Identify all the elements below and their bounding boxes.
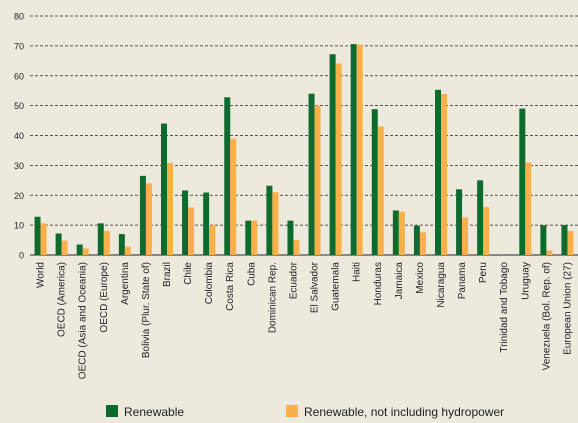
bar-renewable-no-hydro [356,44,363,256]
x-tick-label: World [36,262,47,288]
x-tick-label: Jamaica [394,262,405,300]
x-tick-label: Haiti [352,262,363,282]
bar-renewable [203,192,210,255]
bar-renewable-no-hydro [398,211,405,255]
x-tick-label: Colombia [204,262,215,305]
legend-label-renewable-no-hydro: Renewable, not including hydropower [304,405,504,419]
x-tick-label: Dominican Rep. [267,262,278,333]
legend-swatch-renewable-no-hydro [286,405,298,417]
bar-renewable-no-hydro [124,246,131,255]
bar-renewable-no-hydro [335,63,342,255]
bar-renewable-no-hydro [462,217,469,255]
x-tick-label: Cuba [246,262,257,286]
bar-renewable-no-hydro [314,105,321,255]
y-tick-label: 0 [19,251,24,261]
bar-renewable-no-hydro [293,240,300,255]
bar-renewable-no-hydro [40,223,47,255]
bar-renewable-no-hydro [441,93,447,255]
legend: Renewable Renewable, not including hydro… [106,405,504,419]
bar-renewable-no-hydro [377,126,384,255]
bar-renewable-no-hydro [230,138,237,255]
x-tick-label: OECD (Europe) [99,262,110,333]
bar-renewable-no-hydro [251,220,258,255]
bar-renewable [76,244,83,255]
bar-renewable-no-hydro [145,183,152,255]
bar-renewable [266,185,273,255]
x-tick-label: Ecuador [288,261,299,299]
y-tick-label: 40 [14,131,24,141]
bar-renewable [139,175,146,255]
x-axis: World OECD (America) OECD (Asia and Oceani… [36,261,574,379]
bar-renewable [224,97,231,255]
x-tick-label: Mexico [415,262,426,294]
x-tick-label: Peru [478,262,489,283]
bar-renewable [477,180,484,255]
bar-renewable [519,108,526,255]
bar-renewable-no-hydro [419,232,426,255]
bar-renewable [413,225,420,255]
bar-renewable [350,44,357,255]
bar-renewable [55,233,62,255]
x-tick-label: Uruguay [520,262,531,300]
bar-renewable [34,216,41,255]
bar-renewable [561,225,568,255]
bar-renewable [245,220,252,255]
x-tick-label: Brazil [162,262,173,287]
bar-renewable-no-hydro [525,162,532,255]
y-axis: 0 10 20 30 40 50 60 70 80 [14,12,24,261]
x-tick-label: OECD (America) [57,262,68,337]
x-tick-label: Bolivia (Plur. State of) [141,262,152,358]
x-tick-label: Nicaragua [436,262,447,308]
x-tick-label: European Union (27) [562,262,573,355]
y-tick-label: 60 [14,71,24,81]
y-tick-label: 80 [14,12,24,22]
bar-renewable [161,123,167,255]
bar-renewable [97,223,104,255]
bar-renewable-no-hydro [546,250,553,255]
bar-renewable [456,189,463,255]
bars [34,44,574,256]
x-tick-label: Argentina [120,262,131,305]
bar-renewable [182,190,189,255]
bar-renewable-no-hydro [209,225,216,255]
bar-renewable [540,225,547,255]
x-tick-label: Panama [457,262,468,300]
legend-swatch-renewable [106,405,118,417]
bar-renewable-no-hydro [483,207,490,255]
x-tick-label: El Salvador [310,261,321,313]
x-tick-label: Honduras [373,262,384,305]
bar-renewable-no-hydro [61,240,68,255]
bar-renewable-no-hydro [82,248,89,255]
x-tick-label: OECD (Asia and Oceania) [78,262,89,379]
gridlines [30,15,578,256]
bar-renewable [118,234,125,255]
bar-renewable [308,93,315,255]
y-tick-label: 30 [14,161,24,171]
y-tick-label: 50 [14,101,24,111]
x-tick-label: Guatemala [331,262,342,311]
bar-renewable-no-hydro [103,230,110,255]
x-tick-label: Trinidad and Tobago [499,262,510,353]
bar-renewable-no-hydro [188,207,195,255]
bar-renewable [435,89,441,255]
bar-renewable [392,210,399,255]
legend-label-renewable: Renewable [124,405,184,419]
x-tick-label: Costa Rica [225,262,236,311]
bar-renewable [371,109,378,256]
bar-renewable [287,220,294,255]
y-tick-label: 10 [14,221,24,231]
bar-renewable-no-hydro [272,192,279,255]
x-tick-label: Venezuela (Bol. Rep. of) [541,262,552,370]
y-tick-label: 20 [14,191,24,201]
bar-renewable-no-hydro [567,231,574,255]
x-tick-label: Chile [183,262,194,285]
bar-renewable [329,54,336,255]
y-tick-label: 70 [14,41,24,51]
bar-renewable-no-hydro [167,162,173,255]
